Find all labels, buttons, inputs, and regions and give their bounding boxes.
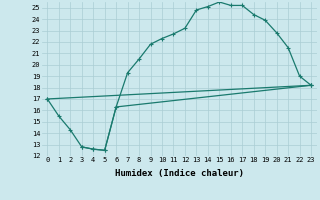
X-axis label: Humidex (Indice chaleur): Humidex (Indice chaleur) [115, 169, 244, 178]
